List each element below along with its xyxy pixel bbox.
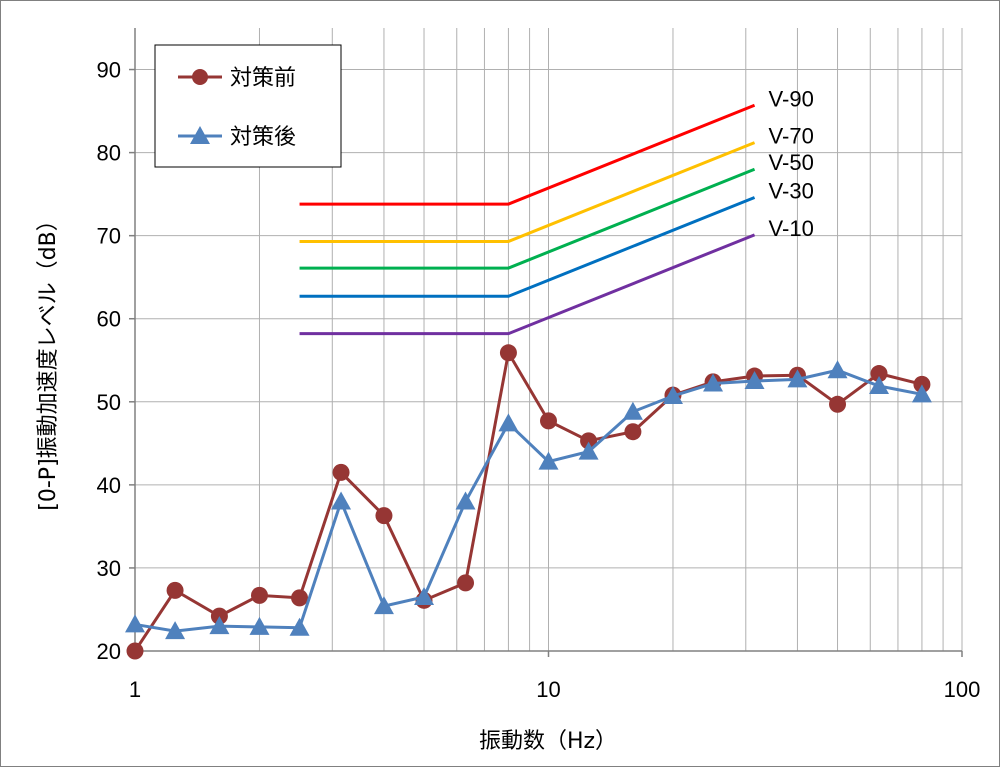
data-point bbox=[375, 507, 393, 525]
reference-label-v-10: V-10 bbox=[769, 216, 814, 241]
legend: 対策前 対策後 bbox=[154, 44, 342, 168]
reference-label-v-30: V-30 bbox=[769, 178, 814, 203]
reference-line-v-30 bbox=[299, 196, 756, 298]
reference-line-v-10 bbox=[299, 233, 756, 336]
reference-label-v-70: V-70 bbox=[769, 124, 814, 149]
reference-line-v-50 bbox=[299, 167, 756, 270]
data-point bbox=[829, 395, 847, 413]
data-point bbox=[209, 616, 230, 635]
series-line bbox=[133, 348, 923, 652]
data-point bbox=[289, 617, 310, 636]
data-point bbox=[911, 384, 932, 403]
data-point bbox=[870, 365, 888, 383]
data-point bbox=[125, 614, 145, 633]
data-point bbox=[455, 491, 476, 510]
data-point bbox=[166, 581, 184, 599]
legend-label-after: 対策後 bbox=[230, 125, 296, 150]
y-tick-label: 50 bbox=[97, 390, 121, 415]
legend-box bbox=[154, 44, 342, 168]
data-point bbox=[827, 360, 848, 379]
data-point bbox=[540, 412, 557, 430]
data-point bbox=[457, 574, 475, 592]
y-tick-label: 30 bbox=[97, 556, 121, 581]
data-point bbox=[744, 371, 765, 390]
legend-label-before: 対策前 bbox=[230, 66, 296, 91]
data-point bbox=[165, 621, 186, 640]
data-point bbox=[622, 401, 643, 420]
y-tick-label: 60 bbox=[97, 307, 121, 332]
tick-labels: 20 30 40 50 60 70 80 90 1 10 100 bbox=[97, 58, 981, 702]
data-point bbox=[498, 413, 519, 432]
y-tick-label: 90 bbox=[97, 58, 121, 83]
data-point bbox=[414, 587, 435, 606]
data-point bbox=[869, 376, 890, 395]
data-point bbox=[578, 441, 599, 460]
data-series bbox=[125, 344, 932, 660]
reference-label-v-90: V-90 bbox=[769, 86, 814, 111]
data-point bbox=[332, 463, 350, 481]
data-point bbox=[538, 451, 559, 470]
legend-marker-after bbox=[190, 126, 210, 144]
data-point bbox=[373, 596, 394, 615]
data-point bbox=[250, 586, 268, 604]
legend-marker-before bbox=[192, 69, 208, 85]
y-tick-label: 20 bbox=[97, 639, 121, 664]
data-point bbox=[249, 616, 270, 635]
y-tick-label: 40 bbox=[97, 473, 121, 498]
x-tick-label: 1 bbox=[129, 677, 141, 702]
data-point bbox=[291, 589, 309, 607]
grid-lines bbox=[134, 28, 963, 652]
series-before bbox=[126, 344, 931, 660]
data-point bbox=[580, 432, 598, 450]
series-after bbox=[125, 360, 932, 640]
reference-line-v-70 bbox=[299, 141, 756, 243]
y-tick-label: 80 bbox=[97, 141, 121, 166]
reference-label-v-50: V-50 bbox=[769, 150, 814, 175]
data-point bbox=[703, 373, 724, 392]
y-axis-label: [0-P]振動加速度レベル（dB） bbox=[36, 209, 61, 510]
y-tick-label: 70 bbox=[97, 224, 121, 249]
reference-lines: V-90 V-70V-50 V-30 V-10 bbox=[299, 86, 814, 336]
data-point bbox=[787, 369, 808, 388]
data-point bbox=[662, 385, 683, 404]
x-tick-label: 10 bbox=[536, 677, 560, 702]
data-point bbox=[499, 344, 517, 362]
data-point bbox=[624, 423, 642, 441]
x-tick-label: 100 bbox=[944, 677, 981, 702]
series-line bbox=[134, 368, 923, 633]
data-point bbox=[331, 491, 352, 510]
reference-line-v-90 bbox=[299, 103, 756, 206]
data-point bbox=[126, 642, 144, 660]
x-axis-label: 振動数（Hz） bbox=[479, 729, 617, 754]
